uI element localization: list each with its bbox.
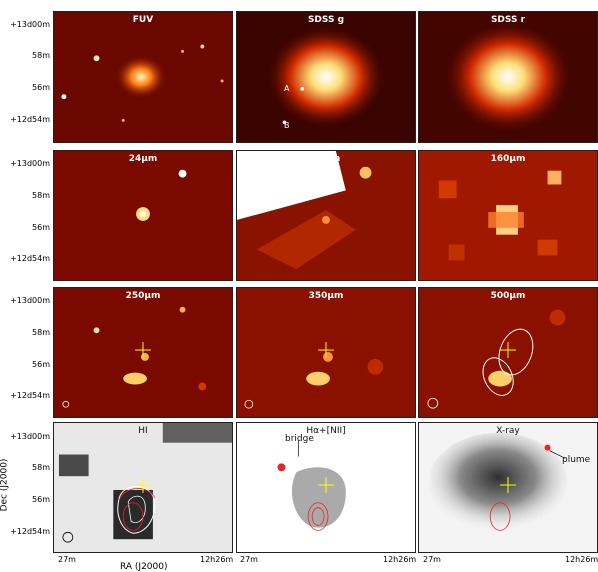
panel-sdss-r: SDSS r bbox=[418, 11, 598, 143]
label-source-b: B bbox=[284, 121, 290, 130]
ytick: 58m bbox=[32, 191, 50, 200]
panel-24um: 24μm bbox=[53, 150, 233, 281]
x-axis-title: RA (J2000) bbox=[120, 562, 168, 572]
label-source-a: A bbox=[284, 84, 290, 93]
panel-350um: 350μm bbox=[236, 287, 416, 418]
xtick: 12h26m bbox=[200, 555, 234, 564]
ytick: 58m bbox=[32, 463, 50, 472]
ytick: 56m bbox=[32, 360, 50, 369]
panel-halpha: Hα+[NII] bridge bbox=[236, 422, 416, 553]
panel-hi: HI bbox=[53, 422, 233, 553]
panel-500um: 500μm bbox=[418, 287, 598, 418]
panel-title: HI bbox=[138, 426, 148, 436]
panel-fuv: FUV bbox=[53, 11, 233, 143]
xtick: 27m bbox=[240, 555, 258, 564]
panel-250um: 250μm bbox=[53, 287, 233, 418]
panel-sdss-g: SDSS g A B bbox=[236, 11, 416, 143]
panel-title: 350μm bbox=[308, 291, 344, 301]
panel-title: 160μm bbox=[490, 154, 526, 164]
ytick: 58m bbox=[32, 328, 50, 337]
ytick: 56m bbox=[32, 223, 50, 232]
panel-title: 24μm bbox=[128, 154, 158, 164]
label-bridge: bridge bbox=[285, 434, 314, 444]
xtick: 12h26m bbox=[565, 555, 598, 564]
panel-160um: 160μm bbox=[418, 150, 598, 281]
panel-title: SDSS r bbox=[490, 15, 526, 25]
panel-title: FUV bbox=[132, 15, 154, 25]
ytick: +12d54m bbox=[10, 115, 50, 124]
y-axis-title: Dec (J2000) bbox=[0, 458, 10, 512]
xtick: 12h26m bbox=[383, 555, 417, 564]
ytick: +12d54m bbox=[10, 391, 50, 400]
panel-title: X-ray bbox=[496, 426, 520, 436]
panel-title: SDSS g bbox=[307, 15, 345, 25]
label-plume: plume bbox=[562, 455, 591, 465]
ytick: +12d54m bbox=[10, 254, 50, 263]
panel-title: Hα+[NII] bbox=[306, 426, 346, 436]
ytick: +13d00m bbox=[10, 20, 50, 29]
ytick: 56m bbox=[32, 83, 50, 92]
panel-title: 500μm bbox=[490, 291, 526, 301]
panel-70um: 70μm bbox=[236, 150, 416, 281]
ytick: +13d00m bbox=[10, 432, 50, 441]
ytick: 58m bbox=[32, 51, 50, 60]
ytick: +13d00m bbox=[10, 296, 50, 305]
panel-xray: X-ray plume bbox=[418, 422, 598, 553]
panel-title: 250μm bbox=[125, 291, 161, 301]
ytick: +12d54m bbox=[10, 527, 50, 536]
xtick: 27m bbox=[423, 555, 441, 564]
ytick: 56m bbox=[32, 495, 50, 504]
xtick: 27m bbox=[58, 555, 76, 564]
panel-title: 70μm bbox=[311, 154, 341, 164]
ytick: +13d00m bbox=[10, 159, 50, 168]
